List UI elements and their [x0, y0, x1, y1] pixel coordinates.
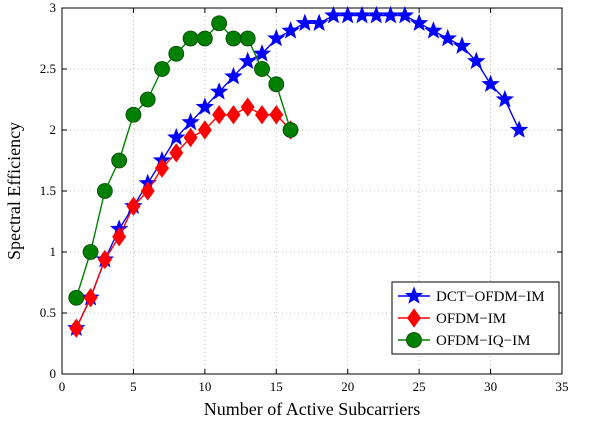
data-point — [195, 97, 215, 115]
data-point — [309, 13, 329, 32]
data-point — [509, 120, 529, 138]
data-point — [254, 61, 270, 77]
y-tick-label: 2.5 — [40, 61, 56, 76]
data-point — [212, 105, 227, 125]
data-point — [255, 105, 269, 125]
data-point — [225, 30, 242, 47]
y-tick-label: 3 — [50, 0, 57, 15]
data-point — [409, 13, 429, 32]
data-point — [367, 5, 386, 24]
data-point — [83, 288, 98, 308]
data-point — [68, 289, 85, 306]
data-point — [281, 21, 300, 39]
data-point — [226, 105, 241, 125]
data-point — [252, 44, 272, 62]
data-point — [381, 5, 400, 24]
data-point — [97, 249, 112, 270]
y-tick-label: 0 — [50, 366, 57, 381]
data-point — [140, 181, 155, 201]
x-tick-label: 0 — [59, 379, 66, 394]
data-point — [240, 97, 255, 117]
legend-marker — [407, 308, 421, 328]
data-point — [96, 183, 113, 199]
data-point — [282, 122, 299, 138]
x-tick-label: 5 — [130, 379, 137, 394]
data-point — [452, 36, 472, 54]
legend-marker — [406, 332, 422, 348]
data-point — [196, 30, 213, 47]
series-3 — [68, 15, 299, 306]
data-point — [126, 196, 141, 216]
data-point — [197, 120, 212, 140]
x-tick-label: 35 — [556, 379, 569, 394]
series-line — [75, 14, 520, 329]
data-point — [224, 66, 243, 85]
data-point — [495, 89, 515, 108]
x-tick-label: 20 — [341, 379, 354, 394]
data-point — [183, 127, 198, 148]
data-point — [268, 76, 285, 93]
ticks: 0 5 10 15 20 25 30 35 0 0.5 1 1.5 2 2.5 3 — [40, 0, 569, 394]
legend-label: DCT−OFDM−IM — [436, 289, 545, 305]
legend-item: OFDM−IM — [398, 308, 506, 328]
data-point — [82, 244, 99, 260]
data-point — [139, 91, 156, 108]
series-line — [75, 106, 292, 329]
data-point — [112, 227, 127, 247]
data-point — [269, 105, 284, 125]
y-tick-label: 1 — [50, 244, 57, 259]
data-point — [239, 30, 256, 47]
data-point — [182, 30, 199, 47]
data-point — [154, 61, 170, 77]
legend: DCT−OFDM−IM OFDM−IM OFDM−IQ−IM — [391, 281, 560, 355]
series-layer — [67, 5, 529, 338]
y-axis-label: Spectral Efficiency — [4, 122, 24, 260]
data-point — [438, 28, 457, 47]
x-tick-label: 15 — [270, 379, 283, 394]
data-point — [424, 21, 443, 39]
x-tick-label: 30 — [484, 379, 497, 394]
data-point — [352, 5, 372, 24]
x-tick-label: 25 — [413, 379, 426, 394]
legend-label: OFDM−IQ−IM — [436, 333, 530, 349]
legend-marker — [404, 286, 424, 304]
data-point — [125, 106, 142, 123]
data-point — [155, 158, 169, 178]
y-tick-label: 0.5 — [40, 305, 56, 320]
y-tick-label: 2 — [50, 122, 57, 137]
data-point — [111, 152, 128, 169]
data-point — [481, 74, 500, 93]
x-axis-label: Number of Active Subcarriers — [204, 399, 420, 419]
data-point — [169, 143, 184, 163]
data-point — [467, 51, 486, 70]
series-2 — [69, 97, 298, 338]
data-point — [267, 28, 286, 47]
x-tick-label: 10 — [198, 379, 211, 394]
legend-label: OFDM−IM — [436, 311, 506, 327]
data-point — [238, 51, 257, 70]
data-point — [168, 45, 185, 62]
legend-item: DCT−OFDM−IM — [398, 286, 545, 305]
data-point — [211, 15, 228, 32]
data-point — [69, 318, 84, 338]
data-point — [181, 112, 200, 131]
legend-item: OFDM−IQ−IM — [398, 332, 530, 349]
y-tick-label: 1.5 — [40, 183, 56, 198]
data-point — [167, 127, 186, 146]
data-point — [395, 5, 415, 24]
data-point — [324, 5, 343, 24]
data-point — [209, 82, 229, 100]
series-line — [75, 22, 292, 298]
